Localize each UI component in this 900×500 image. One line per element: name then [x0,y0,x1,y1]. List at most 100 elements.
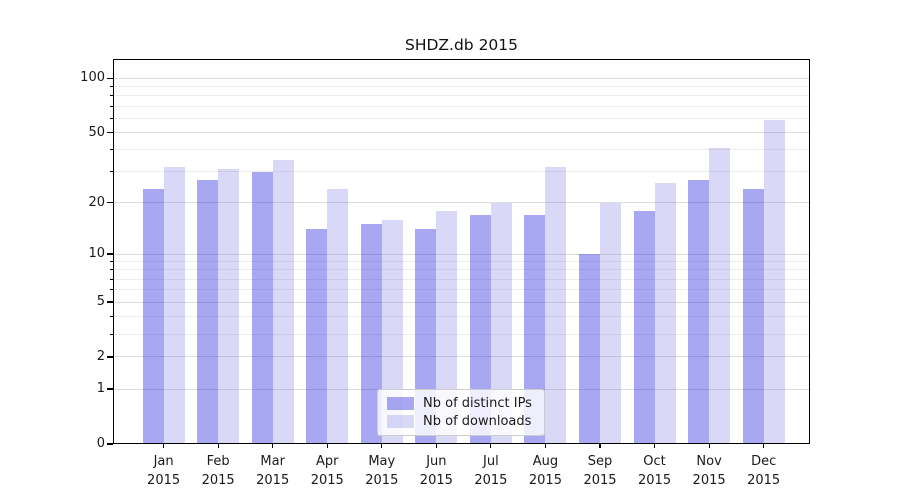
bar-distinct-ips-apr [306,229,328,444]
y-tick-mark-minor [109,95,113,97]
x-tick-mark [708,444,710,448]
y-gridline-minor [113,289,810,291]
y-tick-mark [107,77,113,79]
x-tick-mark [272,444,274,448]
x-tick-mark [653,444,656,448]
y-tick-mark-minor [109,117,113,119]
y-tick-label: 100 [80,70,105,86]
y-tick-mark-minor [109,289,113,291]
x-tick-year: 2015 [256,472,290,488]
bar-distinct-ips-nov [688,180,710,444]
y-gridline-major [113,356,810,358]
y-tick-label: 10 [88,246,105,262]
x-tick-mark [326,444,328,448]
y-gridline-minor [113,149,810,151]
bar-downloads-feb [218,169,240,444]
x-tick-mark [163,444,165,448]
bar-distinct-ips-may [360,224,382,444]
x-tick-year: 2015 [310,472,344,488]
x-tick-label-oct: Oct 2015 [627,453,683,490]
y-tick-mark [107,443,113,445]
x-tick-label-dec: Dec 2015 [736,453,792,490]
bar-distinct-ips-feb [197,180,219,444]
y-gridline-major [113,202,810,204]
y-tick-mark-minor [109,269,113,271]
x-tick-month: Sep [587,454,613,469]
x-tick-month: Nov [696,454,722,469]
x-tick-year: 2015 [528,472,562,488]
bar-distinct-ips-oct [633,210,655,444]
x-tick-label-may: May 2015 [354,453,410,490]
x-tick-month: Oct [643,454,666,469]
y-tick-label: 5 [96,294,105,310]
legend-item-distinct-ips: Nb of distinct IPs [378,396,544,411]
y-gridline-major [113,132,810,134]
y-gridline-minor [113,261,810,263]
y-gridline-major [113,301,810,303]
bar-downloads-mar [272,160,294,444]
y-tick-mark-minor [109,149,113,151]
legend-label-downloads: Nb of downloads [423,414,532,429]
x-tick-month: Jul [483,454,499,469]
y-tick-label: 1 [96,381,105,397]
bar-distinct-ips-jan [142,188,164,444]
legend-label-distinct-ips: Nb of distinct IPs [423,396,532,411]
y-gridline-major [113,77,810,79]
bar-distinct-ips-mar [251,171,273,444]
x-tick-label-jul: Jul 2015 [463,453,519,490]
x-tick-label-feb: Feb 2015 [190,453,246,490]
x-tick-year: 2015 [583,472,617,488]
y-tick-mark-minor [109,278,113,280]
x-tick-year: 2015 [147,472,181,488]
bar-distinct-ips-aug [524,215,546,444]
x-tick-month: Jan [153,454,174,469]
bar-downloads-nov [709,147,731,444]
x-tick-mark [435,444,437,448]
x-tick-label-jan: Jan 2015 [136,453,192,490]
y-gridline-minor [113,117,810,119]
x-tick-month: Dec [751,454,777,469]
y-tick-label: 20 [88,194,105,210]
y-tick-label: 2 [96,348,105,364]
x-tick-mark [490,444,492,448]
bar-distinct-ips-dec [742,188,764,444]
legend: Nb of distinct IPs Nb of downloads [377,389,545,436]
y-gridline-minor [113,315,810,317]
x-tick-month: Feb [206,454,230,469]
y-gridline-minor [113,105,810,107]
y-gridline-major [113,253,810,255]
y-gridline-minor [113,86,810,88]
bar-downloads-oct [654,182,676,444]
x-tick-label-apr: Apr 2015 [299,453,355,490]
y-gridline-minor [113,95,810,97]
x-tick-label-sep: Sep 2015 [572,453,628,490]
x-tick-month: Jun [426,454,447,469]
x-tick-mark [763,444,765,448]
y-tick-mark-minor [109,105,113,107]
y-tick-label: 50 [88,124,105,140]
x-tick-mark [217,444,219,448]
bar-downloads-apr [327,188,349,444]
y-tick-mark [107,388,113,390]
bar-downloads-jun [436,210,458,444]
x-tick-month: Mar [260,454,285,469]
y-tick-mark [107,131,113,134]
y-tick-label: 0 [96,436,105,451]
y-tick-mark-minor [109,86,113,88]
x-tick-month: May [368,454,396,469]
y-tick-mark-minor [109,171,113,173]
y-tick-mark-minor [109,261,113,263]
x-tick-mark [381,444,383,448]
x-tick-mark [599,444,601,448]
x-tick-year: 2015 [638,472,672,488]
legend-swatch-downloads [387,415,414,428]
bar-downloads-aug [545,167,567,444]
chart-title: SHDZ.db 2015 [404,36,519,54]
bar-downloads-jul [490,202,512,444]
bar-downloads-dec [763,119,785,444]
x-tick-year: 2015 [474,472,508,488]
bar-downloads-sep [600,202,621,444]
bar-downloads-jan [163,167,185,444]
x-tick-month: Apr [316,454,339,469]
